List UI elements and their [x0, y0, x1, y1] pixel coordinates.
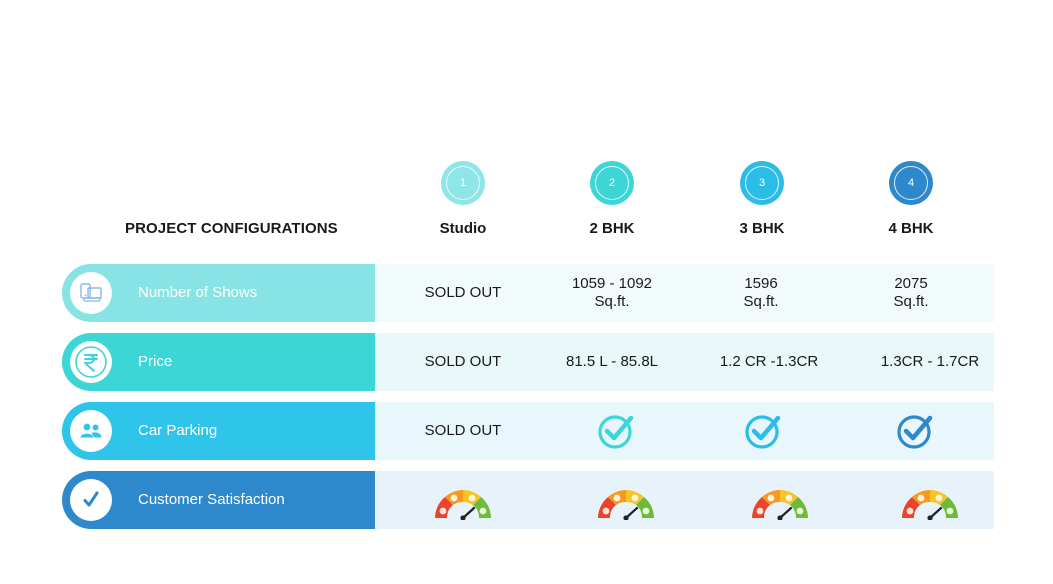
row-pill-parking	[62, 402, 375, 460]
check-icon	[745, 415, 781, 449]
column-number: 2	[595, 166, 629, 200]
cell-price-studio: SOLD OUT	[424, 353, 502, 370]
row-background-parking	[375, 402, 994, 460]
checkmark-icon	[70, 479, 112, 521]
section-heading: PROJECT CONFIGURATIONS	[125, 220, 338, 237]
column-title-4bhk: 4 BHK	[888, 220, 934, 237]
row-label-shows: Number of Shows	[138, 284, 258, 301]
column-badge-2: 2	[590, 161, 634, 205]
cell-shows-4bhk: 2075 Sq.ft.	[893, 275, 929, 310]
satisfaction-gauge-icon	[752, 490, 808, 520]
row-background-shows	[375, 264, 994, 322]
row-label-parking: Car Parking	[138, 422, 218, 439]
row-label-price: Price	[138, 353, 173, 370]
rupee-icon	[70, 341, 112, 383]
devices-icon	[70, 272, 112, 314]
row-label-satisfaction: Customer Satisfaction	[138, 491, 285, 508]
satisfaction-gauge-icon	[598, 490, 654, 520]
column-badge-1: 1	[441, 161, 485, 205]
row-pill-price	[62, 333, 375, 391]
column-badge-3: 3	[740, 161, 784, 205]
column-title-3bhk: 3 BHK	[739, 220, 785, 237]
cell-parking-studio: SOLD OUT	[424, 422, 502, 439]
column-number: 4	[894, 166, 928, 200]
cell-shows-2bhk: 1059 - 1092 Sq.ft.	[571, 275, 653, 310]
cell-shows-studio: SOLD OUT	[424, 284, 502, 301]
column-title-2bhk: 2 BHK	[589, 220, 635, 237]
cell-price-2bhk: 81.5 L - 85.8L	[565, 353, 658, 370]
satisfaction-gauge-icon	[435, 490, 491, 520]
satisfaction-gauge-icon	[902, 490, 958, 520]
check-icon	[598, 415, 634, 449]
cell-price-3bhk: 1.2 CR -1.3CR	[719, 353, 819, 370]
cell-shows-3bhk: 1596 Sq.ft.	[743, 275, 779, 310]
check-icon	[897, 415, 933, 449]
row-background-price	[375, 333, 994, 391]
column-title-studio: Studio	[439, 220, 487, 237]
cell-price-4bhk: 1.3CR - 1.7CR	[880, 353, 980, 370]
column-number: 1	[446, 166, 480, 200]
people-icon	[70, 410, 112, 452]
row-pill-shows	[62, 264, 375, 322]
column-number: 3	[745, 166, 779, 200]
row-pill-satisfaction	[62, 471, 375, 529]
column-badge-4: 4	[889, 161, 933, 205]
